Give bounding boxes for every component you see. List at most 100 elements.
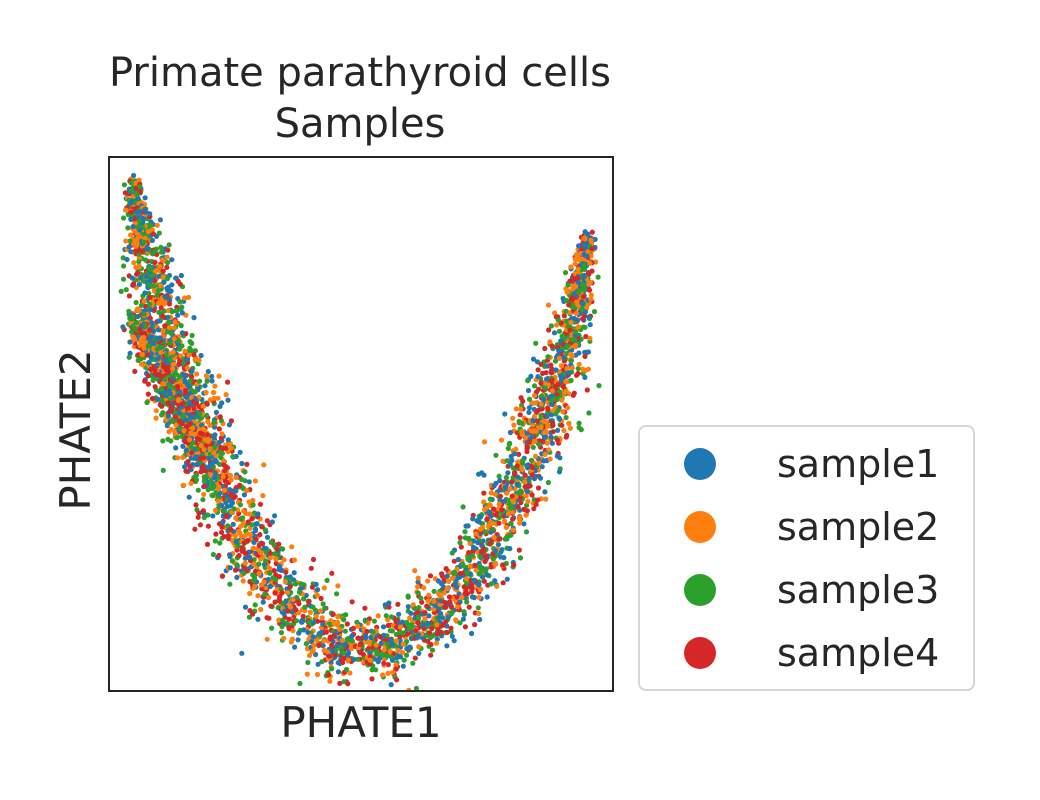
scatter-point-sample4 bbox=[439, 571, 445, 577]
scatter-point-sample2 bbox=[203, 389, 209, 396]
scatter-point-sample1 bbox=[219, 502, 225, 509]
scatter-point-sample3 bbox=[334, 591, 340, 597]
scatter-point-sample2 bbox=[194, 371, 200, 377]
scatter-point-sample3 bbox=[279, 623, 285, 630]
scatter-point-sample4 bbox=[510, 516, 516, 522]
scatter-point-sample1 bbox=[445, 614, 451, 620]
scatter-point-sample2 bbox=[564, 366, 570, 372]
scatter-point-sample1 bbox=[480, 574, 486, 580]
scatter-point-sample4 bbox=[219, 573, 226, 579]
scatter-point-sample1 bbox=[415, 579, 421, 585]
scatter-point-sample1 bbox=[212, 432, 218, 438]
scatter-point-sample1 bbox=[233, 539, 239, 545]
scatter-point-sample2 bbox=[467, 563, 473, 569]
scatter-point-sample2 bbox=[164, 254, 170, 260]
scatter-point-sample3 bbox=[496, 473, 502, 479]
scatter-point-sample3 bbox=[461, 609, 467, 615]
scatter-point-sample4 bbox=[228, 418, 234, 424]
legend-label-sample4: sample4 bbox=[777, 631, 940, 675]
scatter-point-sample4 bbox=[424, 603, 430, 609]
scatter-point-sample1 bbox=[212, 424, 218, 430]
scatter-point-sample3 bbox=[418, 595, 424, 601]
scatter-point-sample1 bbox=[504, 576, 510, 582]
scatter-point-sample2 bbox=[258, 606, 264, 613]
scatter-point-sample4 bbox=[192, 526, 198, 532]
scatter-point-sample1 bbox=[219, 400, 225, 406]
scatter-point-sample2 bbox=[580, 366, 586, 372]
scatter-point-sample4 bbox=[584, 387, 590, 393]
scatter-point-sample4 bbox=[286, 625, 292, 631]
scatter-point-sample1 bbox=[180, 443, 186, 449]
legend-item-sample4: sample4 bbox=[640, 628, 973, 678]
scatter-point-sample1 bbox=[202, 383, 208, 389]
scatter-point-sample2 bbox=[244, 488, 250, 494]
legend-item-sample1: sample1 bbox=[640, 439, 973, 489]
scatter-point-sample1 bbox=[295, 637, 301, 643]
scatter-point-sample2 bbox=[433, 640, 440, 646]
scatter-point-sample1 bbox=[449, 633, 455, 639]
scatter-point-sample1 bbox=[320, 621, 326, 627]
legend-label-sample1: sample1 bbox=[777, 442, 940, 486]
scatter-point-sample4 bbox=[318, 595, 324, 602]
scatter-point-sample1 bbox=[287, 574, 293, 580]
scatter-point-sample1 bbox=[477, 616, 483, 623]
scatter-point-sample2 bbox=[131, 260, 137, 266]
scatter-point-sample1 bbox=[179, 310, 185, 316]
scatter-point-sample1 bbox=[556, 469, 563, 475]
scatter-point-sample4 bbox=[272, 599, 278, 605]
scatter-point-sample4 bbox=[496, 520, 502, 526]
scatter-point-sample3 bbox=[269, 625, 275, 631]
scatter-point-sample2 bbox=[184, 365, 190, 371]
legend-marker-sample1 bbox=[684, 448, 716, 480]
scatter-point-sample2 bbox=[453, 617, 459, 623]
scatter-point-sample3 bbox=[146, 282, 152, 288]
scatter-point-sample1 bbox=[226, 422, 232, 428]
scatter-point-sample2 bbox=[201, 491, 207, 497]
scatter-point-sample1 bbox=[425, 620, 432, 626]
scatter-point-sample2 bbox=[153, 408, 159, 414]
scatter-point-sample2 bbox=[515, 459, 521, 465]
scatter-point-sample4 bbox=[534, 418, 540, 424]
scatter-point-sample2 bbox=[247, 590, 253, 597]
scatter-point-sample1 bbox=[217, 490, 223, 496]
scatter-point-sample3 bbox=[556, 328, 562, 334]
scatter-point-sample1 bbox=[524, 431, 530, 437]
scatter-point-sample1 bbox=[230, 521, 236, 527]
chart-subtitle: Samples bbox=[274, 101, 446, 147]
scatter-point-sample3 bbox=[160, 438, 166, 444]
scatter-point-sample2 bbox=[504, 490, 510, 496]
scatter-point-sample3 bbox=[225, 523, 231, 529]
scatter-point-sample4 bbox=[160, 268, 166, 274]
scatter-point-sample3 bbox=[125, 225, 131, 231]
scatter-point-sample4 bbox=[332, 652, 338, 658]
scatter-point-sample4 bbox=[516, 451, 522, 457]
scatter-point-sample3 bbox=[210, 551, 216, 558]
scatter-point-sample2 bbox=[157, 263, 163, 269]
scatter-point-sample2 bbox=[567, 425, 573, 431]
scatter-point-sample4 bbox=[276, 574, 282, 580]
scatter-point-sample1 bbox=[380, 624, 387, 630]
scatter-point-sample3 bbox=[341, 617, 347, 623]
scatter-point-sample2 bbox=[153, 267, 160, 274]
scatter-point-sample3 bbox=[156, 230, 162, 236]
scatter-point-sample3 bbox=[293, 618, 300, 624]
scatter-point-sample4 bbox=[589, 229, 595, 235]
scatter-point-sample4 bbox=[454, 594, 460, 600]
scatter-point-sample1 bbox=[128, 249, 134, 255]
scatter-point-sample2 bbox=[421, 585, 427, 591]
scatter-point-sample3 bbox=[477, 553, 483, 559]
scatter-point-sample2 bbox=[375, 613, 381, 619]
scatter-point-sample1 bbox=[399, 619, 405, 625]
scatter-point-sample4 bbox=[308, 565, 314, 571]
scatter-point-sample1 bbox=[444, 573, 450, 579]
scatter-point-sample1 bbox=[507, 546, 513, 552]
scatter-point-sample1 bbox=[521, 521, 527, 527]
scatter-point-sample1 bbox=[173, 275, 179, 281]
scatter-point-sample1 bbox=[498, 554, 504, 560]
scatter-point-sample2 bbox=[441, 590, 447, 596]
scatter-point-sample4 bbox=[276, 541, 282, 547]
scatter-point-sample3 bbox=[187, 345, 193, 351]
scatter-point-sample3 bbox=[121, 263, 127, 269]
scatter-point-sample3 bbox=[187, 339, 193, 345]
scatter-point-sample4 bbox=[197, 522, 203, 528]
